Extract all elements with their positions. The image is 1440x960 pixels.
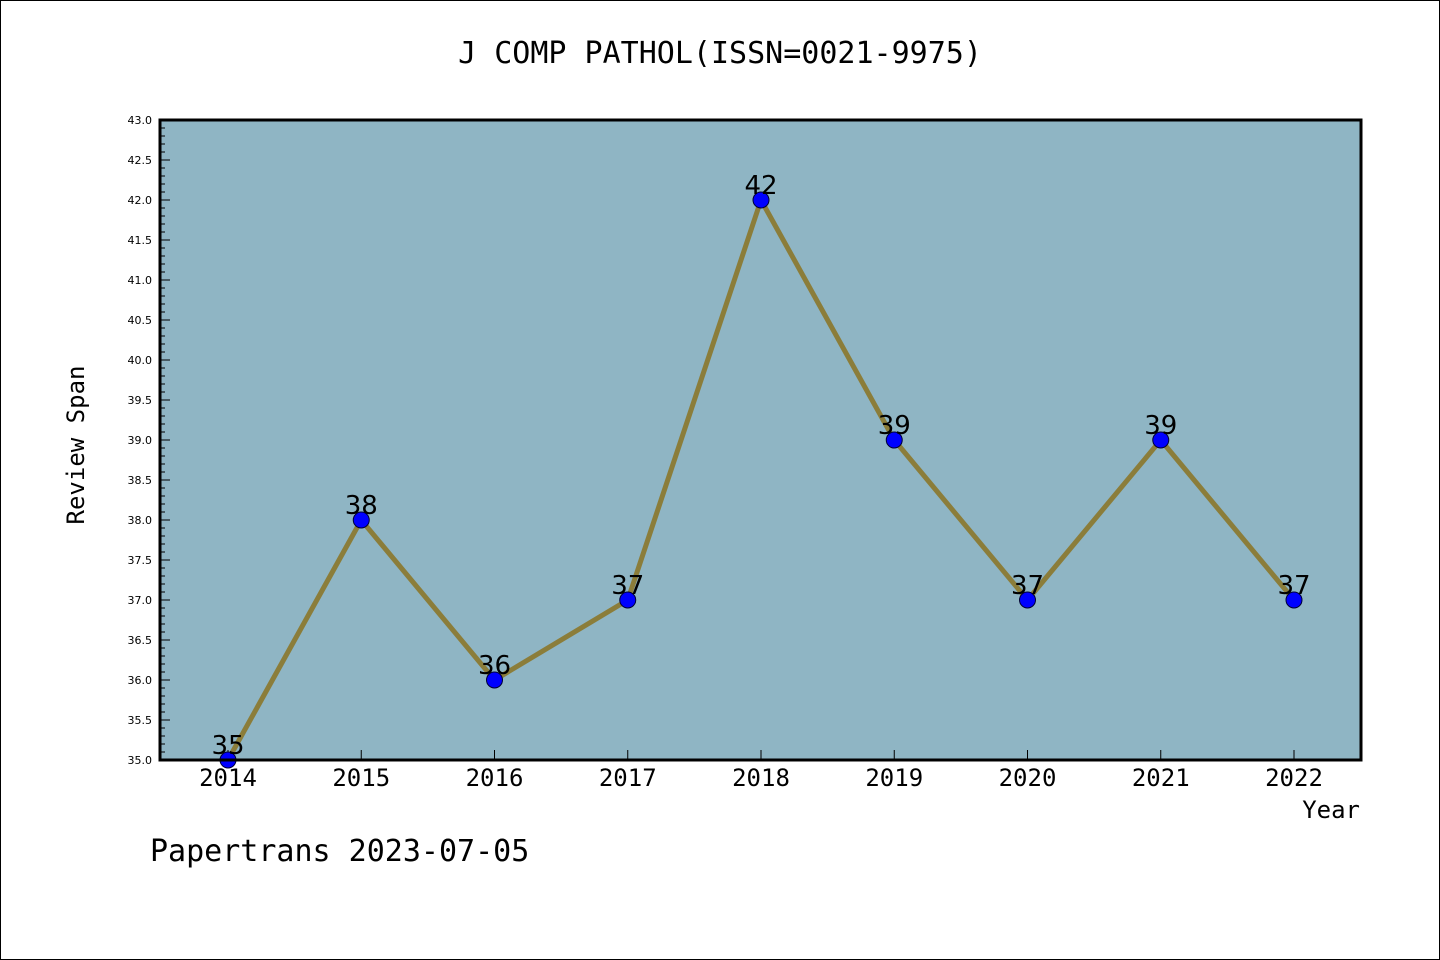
data-label: 37	[1011, 571, 1044, 601]
x-tick-label: 2018	[732, 764, 790, 792]
data-labels: 35 38 36 37 42 39 37 39 37	[211, 171, 1310, 761]
data-label: 39	[878, 411, 911, 441]
y-tick-label: 42.0	[128, 194, 153, 207]
footer-text: Papertrans 2023-07-05	[150, 834, 530, 869]
y-tick-label: 38.5	[128, 474, 153, 487]
data-label: 36	[478, 651, 511, 681]
y-tick-label: 35.5	[128, 714, 153, 727]
y-tick-label: 35.0	[128, 754, 153, 767]
data-point	[1152, 431, 1170, 449]
y-tick-label: 38.0	[128, 514, 153, 527]
data-point	[352, 511, 370, 529]
data-label: 42	[744, 171, 777, 201]
y-tick-label: 41.5	[128, 234, 153, 247]
data-point	[619, 591, 637, 609]
x-tick-label: 2019	[865, 764, 923, 792]
data-label: 35	[211, 731, 244, 761]
y-tick-label: 36.5	[128, 634, 153, 647]
plot-border	[158, 118, 1363, 762]
y-tick-label: 36.0	[128, 674, 153, 687]
data-point	[1019, 591, 1036, 609]
data-label: 37	[611, 571, 644, 601]
y-tick-label: 37.0	[128, 594, 153, 607]
data-point	[486, 671, 503, 689]
y-tick-label: 40.5	[128, 314, 153, 327]
data-point	[1285, 591, 1303, 609]
y-tick-label: 41.0	[128, 274, 153, 287]
y-tick-label: 37.5	[128, 554, 153, 567]
x-tick-label: 2014	[199, 764, 257, 792]
data-point	[752, 191, 770, 209]
x-tick-label: 2021	[1132, 764, 1190, 792]
y-tick-label: 39.0	[128, 434, 153, 447]
data-label: 37	[1277, 571, 1310, 601]
data-label: 39	[1144, 411, 1177, 441]
x-tick-label: 2020	[999, 764, 1057, 792]
data-label: 38	[345, 491, 378, 521]
data-point	[885, 431, 903, 449]
x-axis-label: Year	[1302, 796, 1360, 824]
x-tick-label: 2016	[466, 764, 524, 792]
y-axis-ticks: 35.0 35.5 36.0 36.5 37.0 37.5 38.0 38.5 39.0 39.5…	[128, 114, 170, 767]
y-tick-label: 40.0	[128, 354, 153, 367]
x-axis-ticks: 2014 2015 2016 2017 2018 2019 2020 2021 2022	[199, 750, 1323, 792]
y-tick-label: 43.0	[128, 114, 153, 127]
x-tick-label: 2022	[1265, 764, 1323, 792]
plot-area	[160, 120, 1361, 760]
y-tick-label: 42.5	[128, 154, 153, 167]
x-tick-label: 2017	[599, 764, 657, 792]
y-tick-label: 39.5	[128, 394, 153, 407]
chart-title: J COMP PATHOL(ISSN=0021-9975)	[458, 36, 982, 71]
x-tick-label: 2015	[332, 764, 390, 792]
